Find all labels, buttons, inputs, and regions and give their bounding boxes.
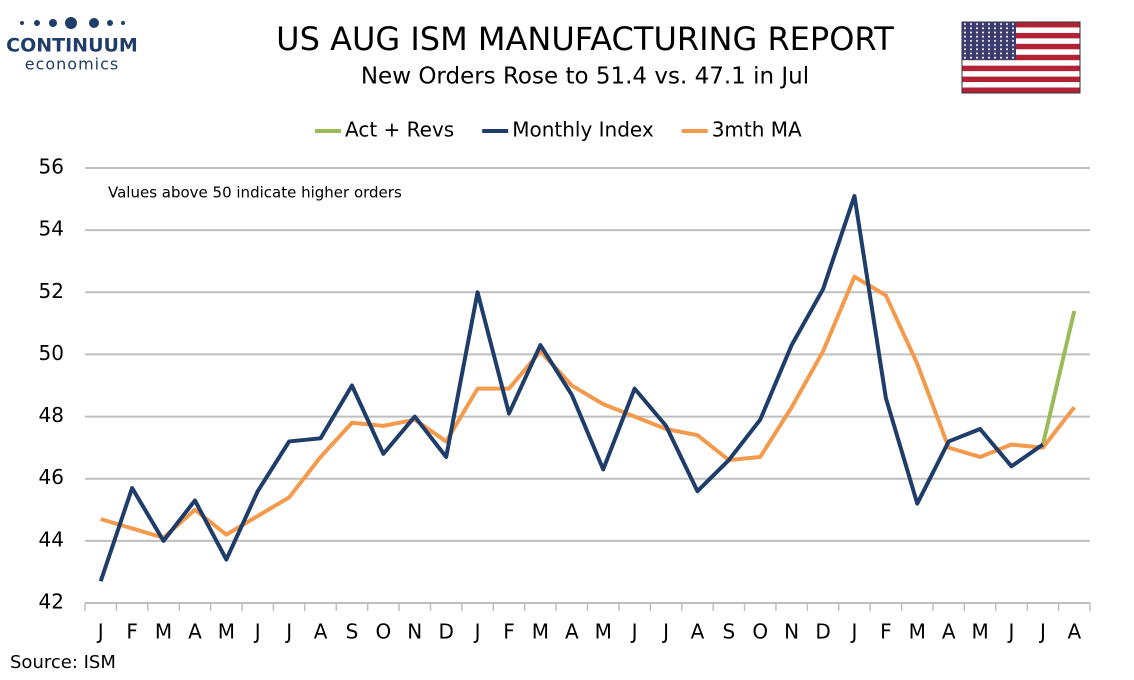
x-tick-label: A [1067, 620, 1081, 644]
legend-label: Act + Revs [345, 118, 454, 142]
x-tick-label: S [722, 620, 735, 644]
x-tick-label: D [438, 620, 453, 644]
source: Source: ISM [10, 652, 116, 673]
x-tick-label: J [1007, 620, 1015, 644]
x-tick-label: S [346, 620, 359, 644]
y-tick-label: 44 [39, 527, 64, 551]
y-tick-label: 46 [39, 465, 64, 489]
x-tick-label: A [691, 620, 705, 644]
x-tick-label: M [155, 620, 172, 644]
x-tick-label: N [784, 620, 799, 644]
chart-subtitle: New Orders Rose to 51.4 vs. 47.1 in Jul [361, 64, 809, 90]
flag [961, 21, 1081, 94]
x-tick-label: M [595, 620, 612, 644]
x-tick-label: A [188, 620, 202, 644]
x-tick-label: J [96, 620, 104, 644]
x-tick-label: J [850, 620, 858, 644]
x-tick-label: F [503, 620, 515, 644]
legend-label: 3mth MA [712, 118, 802, 142]
y-tick-label: 52 [39, 279, 64, 303]
logo: CONTINUUM economics [6, 17, 138, 74]
x-tick-label: F [880, 620, 892, 644]
x-tick-label: J [253, 620, 261, 644]
x-tick-label: J [661, 620, 669, 644]
x-tick-label: F [126, 620, 138, 644]
x-tick-label: J [630, 620, 638, 644]
x-tick-label: M [218, 620, 235, 644]
logo-name: CONTINUUM [6, 35, 138, 57]
x-tick-label: M [532, 620, 549, 644]
y-tick-label: 42 [39, 590, 64, 614]
series-line [100, 274, 1076, 540]
x-tick-label: M [971, 620, 988, 644]
x-tick-label: O [752, 620, 768, 644]
x-tick-label: A [942, 620, 956, 644]
y-tick-label: 50 [39, 341, 64, 365]
x-tick-label: M [909, 620, 926, 644]
y-tick-label: 56 [39, 155, 64, 179]
y-tick-label: 48 [39, 403, 64, 427]
x-tick-label: A [314, 620, 328, 644]
legend-label: Monthly Index [512, 118, 654, 142]
x-tick-label: O [375, 620, 391, 644]
y-tick-label: 54 [39, 217, 64, 241]
annotation: Values above 50 indicate higher orders [108, 184, 402, 202]
logo-tagline: economics [25, 55, 120, 74]
series-line [1040, 310, 1077, 445]
x-tick-label: J [473, 620, 481, 644]
series-line [98, 193, 1045, 582]
x-tick-label: D [815, 620, 830, 644]
chart-title: US AUG ISM MANUFACTURING REPORT [276, 20, 894, 58]
x-tick-label: J [1038, 620, 1046, 644]
x-tick-label: N [407, 620, 422, 644]
x-tick-label: A [565, 620, 579, 644]
x-tick-label: J [284, 620, 292, 644]
